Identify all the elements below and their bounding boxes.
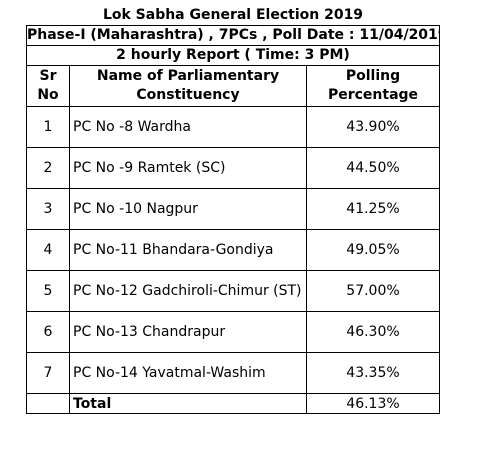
row-polling-percentage: 49.05% [306,229,440,271]
total-sr-blank [26,393,70,414]
header-constituency: Name of Parliamentary Constituency [69,65,307,107]
row-sr-no: 3 [26,188,70,230]
row-constituency: PC No-12 Gadchiroli-Chimur (ST) [69,270,307,312]
total-row: Total 46.13% [26,393,440,414]
total-label: Total [69,393,307,414]
row-sr-no: 6 [26,311,70,353]
report-time: 2 hourly Report ( Time: 3 PM) [26,45,440,66]
table-row: 7 PC No-14 Yavatmal-Washim 43.35% [26,352,440,394]
table-row: 6 PC No-13 Chandrapur 46.30% [26,311,440,353]
table-row: 4 PC No-11 Bhandara-Gondiya 49.05% [26,229,440,271]
header-polling-percentage: Polling Percentage [306,65,440,107]
row-sr-no: 7 [26,352,70,394]
row-sr-no: 2 [26,147,70,189]
row-constituency: PC No-11 Bhandara-Gondiya [69,229,307,271]
row-polling-percentage: 41.25% [306,188,440,230]
total-polling-percentage: 46.13% [306,393,440,414]
row-sr-no: 4 [26,229,70,271]
report-title: Lok Sabha General Election 2019 [102,7,364,23]
row-polling-percentage: 43.90% [306,106,440,148]
title-row-2: Phase-I (Maharashtra) , 7PCs , Poll Date… [26,25,440,46]
row-constituency: PC No -8 Wardha [69,106,307,148]
header-sr-no: Sr No [26,65,70,107]
title-row-3: 2 hourly Report ( Time: 3 PM) [26,45,440,66]
row-constituency: PC No -9 Ramtek (SC) [69,147,307,189]
row-polling-percentage: 57.00% [306,270,440,312]
row-polling-percentage: 44.50% [306,147,440,189]
row-constituency: PC No-14 Yavatmal-Washim [69,352,307,394]
row-sr-no: 1 [26,106,70,148]
table-row: 3 PC No -10 Nagpur 41.25% [26,188,440,230]
row-polling-percentage: 43.35% [306,352,440,394]
election-report: Lok Sabha General Election 2019 Phase-I … [26,6,440,414]
table-row: 2 PC No -9 Ramtek (SC) 44.50% [26,147,440,189]
row-constituency: PC No-13 Chandrapur [69,311,307,353]
row-polling-percentage: 46.30% [306,311,440,353]
row-constituency: PC No -10 Nagpur [69,188,307,230]
row-sr-no: 5 [26,270,70,312]
table-header-row: Sr No Name of Parliamentary Constituency… [26,65,440,107]
report-phase-details: Phase-I (Maharashtra) , 7PCs , Poll Date… [26,25,440,46]
report-table: Lok Sabha General Election 2019 Phase-I … [26,6,440,414]
table-row: 1 PC No -8 Wardha 43.90% [26,106,440,148]
table-row: 5 PC No-12 Gadchiroli-Chimur (ST) 57.00% [26,270,440,312]
title-row-1: Lok Sabha General Election 2019 [27,6,440,26]
